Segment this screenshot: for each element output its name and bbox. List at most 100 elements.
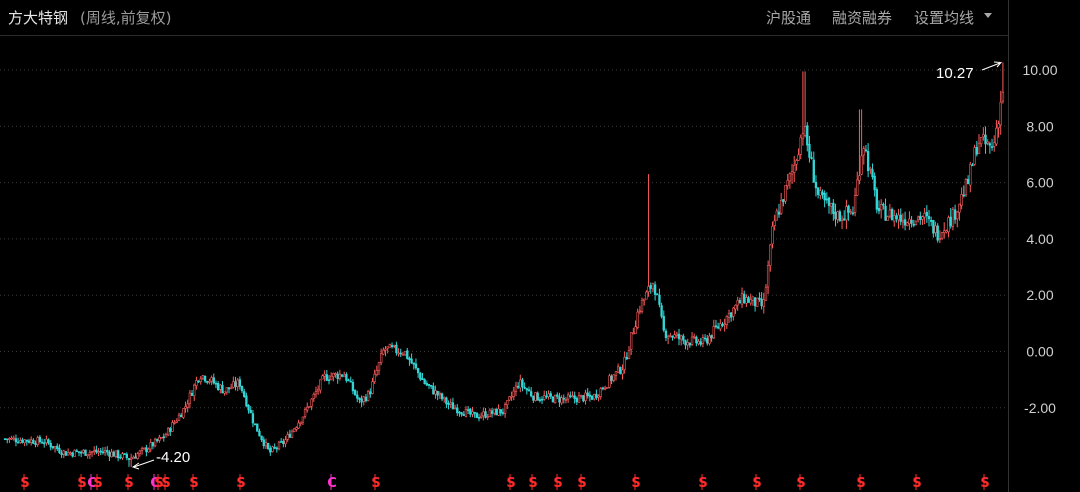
- y-tick-label: -2.00: [1024, 400, 1056, 416]
- candle-body: [271, 446, 274, 452]
- candle-body: [975, 147, 978, 155]
- candle-body: [966, 178, 970, 184]
- candle-body: [884, 205, 887, 221]
- candle-body: [434, 390, 437, 395]
- candle-body: [712, 326, 715, 339]
- candle-body: [599, 388, 602, 397]
- candle-body: [143, 447, 146, 450]
- candle-body: [873, 175, 876, 191]
- candle-body: [969, 164, 972, 186]
- marker-s: S: [796, 476, 805, 491]
- candle-body: [195, 380, 198, 387]
- ma-settings-button[interactable]: 设置均线: [914, 9, 975, 27]
- candle-body: [753, 297, 757, 307]
- candle-body: [743, 293, 746, 304]
- candle-body: [958, 203, 961, 213]
- candle-body: [208, 381, 211, 383]
- candle-body: [834, 212, 837, 220]
- y-axis-ticks: 10.00 8.00 6.00 4.00 2.00 0.00 -2.00: [1022, 62, 1057, 416]
- candle-body: [947, 217, 950, 233]
- candle-body: [47, 439, 50, 444]
- candle-body: [758, 297, 761, 300]
- y-tick-label: 4.00: [1026, 231, 1053, 247]
- candle-body: [34, 443, 37, 445]
- candle-body: [936, 225, 939, 241]
- margin-trading-button[interactable]: 融资融券: [832, 9, 893, 27]
- candle-body: [334, 373, 337, 375]
- candle-body: [634, 326, 637, 334]
- candle-body: [453, 407, 457, 410]
- candle-body: [80, 451, 83, 454]
- candle-body: [421, 378, 424, 381]
- candle-body: [880, 204, 883, 211]
- max-price-label: 10.27: [936, 65, 974, 82]
- candle-body: [225, 387, 228, 393]
- candle-body: [38, 436, 42, 442]
- chevron-down-icon[interactable]: [984, 13, 992, 18]
- hgt-button[interactable]: 沪股通: [766, 9, 812, 27]
- candle-body: [840, 218, 844, 221]
- candle-body: [438, 393, 442, 396]
- candle-body: [803, 126, 807, 136]
- candle-body: [325, 374, 328, 381]
- candle-body: [253, 423, 257, 426]
- candle-body: [549, 393, 552, 397]
- candle-body: [697, 341, 700, 344]
- candle-body: [362, 396, 365, 402]
- candle-body: [275, 447, 278, 450]
- candle-body: [623, 356, 626, 370]
- candle-body: [849, 211, 852, 213]
- marker-s: S: [528, 476, 537, 491]
- candle-body: [477, 417, 481, 419]
- candle-body: [990, 146, 994, 148]
- candle-body: [621, 369, 624, 375]
- candle-body: [760, 298, 763, 307]
- candle-body: [832, 202, 835, 214]
- candle-body: [656, 293, 659, 296]
- candle-body: [356, 394, 359, 399]
- candle-body: [369, 391, 372, 395]
- candle-body: [336, 373, 339, 379]
- candle-body: [582, 395, 585, 402]
- candle-body: [632, 332, 635, 335]
- candle-body: [138, 450, 142, 455]
- candle-body: [664, 330, 668, 338]
- candle-body: [836, 211, 839, 220]
- candle-body: [123, 453, 126, 455]
- candle-body: [775, 210, 778, 221]
- candle-body: [643, 298, 646, 301]
- candle-body: [845, 206, 848, 221]
- candle-body: [584, 392, 587, 401]
- candle-body: [808, 143, 811, 158]
- candle-body: [247, 405, 250, 411]
- candle-body: [597, 395, 600, 398]
- candle-body: [903, 219, 907, 226]
- candle-body: [756, 297, 759, 307]
- candle-body: [182, 408, 185, 418]
- candle-body: [782, 199, 785, 203]
- candle-body: [243, 391, 246, 397]
- candle-body: [812, 159, 815, 183]
- candle-body: [927, 216, 931, 220]
- candle-body: [19, 440, 22, 443]
- candle-body: [571, 395, 574, 398]
- candle-body: [419, 372, 422, 380]
- candle-body: [269, 447, 272, 453]
- candle-body: [319, 379, 322, 391]
- candle-body: [116, 450, 120, 459]
- candle-body: [686, 342, 689, 346]
- candle-body: [382, 349, 385, 355]
- candle-body: [590, 395, 594, 400]
- candle-body: [527, 389, 531, 392]
- candle-body: [462, 414, 465, 416]
- candle-body: [173, 421, 176, 424]
- candle-body: [977, 142, 981, 154]
- candle-body: [786, 179, 789, 187]
- candle-body: [806, 125, 809, 146]
- candle-body: [914, 220, 918, 225]
- candle-body: [801, 133, 805, 140]
- candle-body: [371, 381, 374, 394]
- candle-body: [206, 381, 209, 383]
- candle-body: [838, 211, 842, 222]
